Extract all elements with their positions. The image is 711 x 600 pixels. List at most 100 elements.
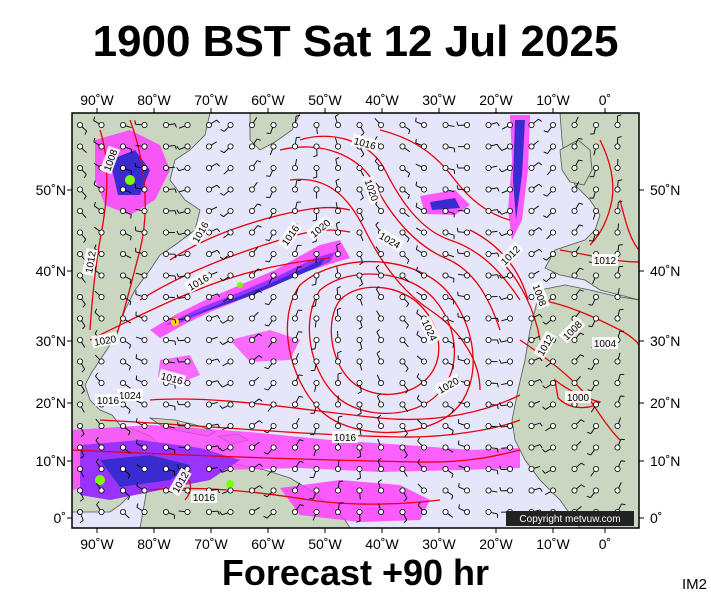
- barb-staff: [94, 290, 100, 296]
- station-circle: [377, 207, 384, 214]
- barb-feather: [264, 366, 269, 370]
- barb-feather: [257, 160, 262, 163]
- barb-staff: [617, 309, 620, 317]
- station-circle: [184, 186, 191, 193]
- barb-feather: [217, 358, 221, 363]
- barb-feather: [407, 173, 411, 178]
- wind-barb: [587, 422, 600, 434]
- station-circle: [248, 401, 255, 408]
- station-circle: [291, 293, 298, 300]
- right-lat-label: 20˚N: [650, 395, 680, 411]
- station-circle: [420, 336, 427, 343]
- wind-barb: [593, 143, 600, 156]
- barb-staff: [417, 504, 423, 511]
- barb-staff: [312, 492, 317, 500]
- isobar-label-bg: [277, 220, 303, 250]
- wind-barb: [77, 465, 85, 478]
- barb-staff: [360, 127, 365, 133]
- wind-barb: [178, 250, 191, 257]
- station-circle: [571, 487, 578, 494]
- barb-staff: [210, 119, 217, 124]
- barb-staff: [223, 147, 229, 154]
- station-circle: [162, 207, 169, 214]
- station-circle: [571, 272, 578, 279]
- barb-feather: [617, 136, 622, 138]
- barb-staff: [221, 490, 229, 495]
- station-circle: [614, 358, 621, 365]
- barb-staff: [417, 419, 423, 425]
- barb-staff: [416, 398, 423, 404]
- barb-staff: [403, 427, 408, 434]
- barb-feather: [356, 477, 361, 480]
- barb-feather: [174, 145, 177, 150]
- barb-staff: [404, 169, 410, 174]
- barb-feather: [588, 325, 593, 328]
- wind-barb: [571, 419, 585, 429]
- barb-staff: [135, 123, 142, 126]
- barb-feather: [360, 154, 365, 158]
- bottom-lon-label: 50˚W: [308, 536, 342, 552]
- wind-barb: [248, 203, 262, 214]
- barb-staff: [404, 190, 410, 196]
- wind-barb: [485, 272, 500, 279]
- station-circle: [463, 422, 470, 429]
- barb-staff: [136, 506, 143, 512]
- station-circle: [141, 122, 148, 129]
- barb-feather: [415, 245, 418, 250]
- station-circle: [248, 315, 255, 322]
- wind-barb: [120, 379, 131, 389]
- barb-feather: [538, 183, 543, 188]
- barb-feather: [415, 202, 418, 207]
- wind-barb: [571, 116, 579, 129]
- wind-barb: [205, 508, 220, 515]
- station-circle: [205, 336, 212, 343]
- station-circle: [550, 122, 557, 129]
- station-circle: [205, 207, 212, 214]
- station-circle: [420, 422, 427, 429]
- wind-barb: [415, 163, 427, 171]
- wind-barb: [546, 164, 557, 176]
- wind-barb: [291, 482, 301, 494]
- barb-feather: [542, 448, 546, 453]
- barb-staff: [501, 275, 508, 279]
- barb-feather: [358, 348, 363, 352]
- wind-barb: [162, 122, 177, 129]
- isobar-label-bg: [375, 228, 405, 252]
- right-lat-label: 40˚N: [650, 263, 680, 279]
- wind-barb: [399, 401, 409, 413]
- barb-staff: [575, 116, 579, 123]
- wind-barb: [377, 457, 384, 472]
- wind-barb: [94, 244, 105, 257]
- barb-staff: [168, 426, 175, 429]
- isobar-label-bg: [191, 491, 217, 503]
- barb-feather: [217, 423, 221, 428]
- barb-feather: [220, 129, 225, 132]
- barb-feather: [334, 113, 339, 117]
- barb-feather: [256, 138, 261, 141]
- wind-barb: [485, 336, 500, 344]
- isobar-label-bg: [433, 373, 463, 397]
- station-circle: [377, 444, 384, 451]
- wind-barb: [571, 484, 585, 494]
- wind-barb: [442, 250, 455, 258]
- wind-barb: [571, 354, 585, 365]
- station-circle: [334, 358, 341, 365]
- barb-feather: [83, 174, 87, 179]
- barb-feather: [578, 159, 583, 162]
- barb-staff: [211, 423, 218, 426]
- barb-staff: [178, 146, 186, 150]
- station-circle: [291, 379, 298, 386]
- wind-barb: [356, 315, 363, 330]
- isobar: [299, 135, 521, 301]
- wind-barb: [248, 398, 263, 408]
- barb-staff: [416, 355, 423, 361]
- station-circle: [442, 293, 449, 300]
- barb-staff: [416, 270, 423, 275]
- wind-barb: [542, 465, 557, 474]
- barb-staff: [80, 471, 85, 478]
- station-circle: [120, 379, 127, 386]
- isobar: [72, 449, 521, 463]
- station-circle: [356, 229, 363, 236]
- wind-barb: [485, 487, 498, 494]
- barb-staff: [533, 379, 540, 383]
